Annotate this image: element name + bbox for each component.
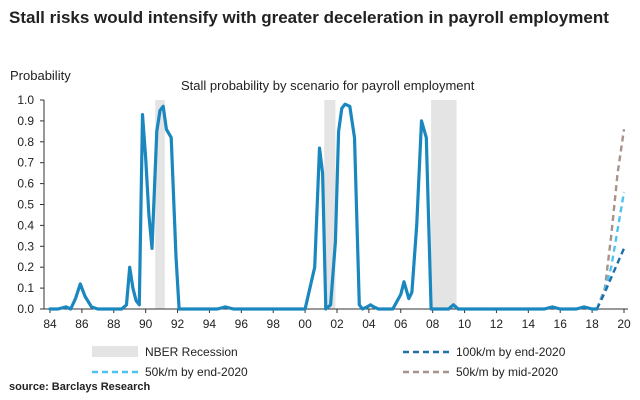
y-axis-ticks: 0.0 0.1 0.2 0.3 0.4 0.5 0.6 0.7 0.8 0.9 1.0 [17,93,44,316]
y-tick-label: 0.8 [17,135,34,149]
y-tick-label: 0.7 [17,156,34,170]
y-tick-label: 0.5 [17,198,34,212]
legend-label-100k-end2020: 100k/m by end-2020 [456,345,566,359]
x-tick-label: 96 [235,317,249,331]
x-tick-label: 10 [458,317,472,331]
x-tick-label: 04 [362,317,376,331]
x-tick-label: 12 [490,317,504,331]
x-tick-label: 18 [585,317,599,331]
y-tick-label: 0.9 [17,114,34,128]
recession-bands [155,100,457,309]
recession-band [431,100,457,309]
legend-label-50k-mid2020: 50k/m by mid-2020 [456,365,558,379]
y-tick-label: 0.4 [17,218,34,232]
x-tick-label: 06 [394,317,408,331]
y-tick-label: 0.3 [17,239,34,253]
y-tick-label: 0.2 [17,260,34,274]
source-note: source: Barclays Research [9,381,151,393]
page-headline: Stall risks would intensify with greater… [9,8,609,27]
y-tick-label: 0.0 [17,302,34,316]
recession-band [324,100,336,309]
legend: NBER Recession 50k/m by end-2020 100k/m … [92,345,566,379]
y-tick-label: 0.1 [17,281,34,295]
x-tick-label: 84 [43,317,57,331]
x-tick-label: 08 [426,317,440,331]
recession-band [155,100,165,309]
series-line-s100k_end2020 [595,247,626,310]
x-tick-label: 92 [171,317,185,331]
x-tick-label: 02 [330,317,344,331]
x-axis-ticks: 84 86 88 90 92 94 96 98 00 02 04 06 08 10 12 14 16 18 20 [43,309,631,331]
series-line-main [48,102,599,311]
x-tick-label: 00 [298,317,312,331]
x-tick-label: 20 [617,317,631,331]
y-tick-label: 0.6 [17,177,34,191]
legend-label-recession: NBER Recession [145,345,238,359]
x-tick-label: 14 [522,317,536,331]
x-tick-label: 90 [139,317,153,331]
series-lines [48,102,626,311]
x-tick-label: 16 [554,317,568,331]
legend-label-50k-end2020: 50k/m by end-2020 [145,365,248,379]
y-tick-label: 1.0 [17,93,34,107]
legend-swatch-recession [92,346,138,357]
y-axis-label: Probability [10,68,71,83]
x-tick-label: 86 [75,317,89,331]
x-tick-label: 98 [267,317,281,331]
chart-title: Stall probability by scenario for payrol… [181,78,475,93]
x-tick-label: 94 [203,317,217,331]
x-tick-label: 88 [107,317,121,331]
